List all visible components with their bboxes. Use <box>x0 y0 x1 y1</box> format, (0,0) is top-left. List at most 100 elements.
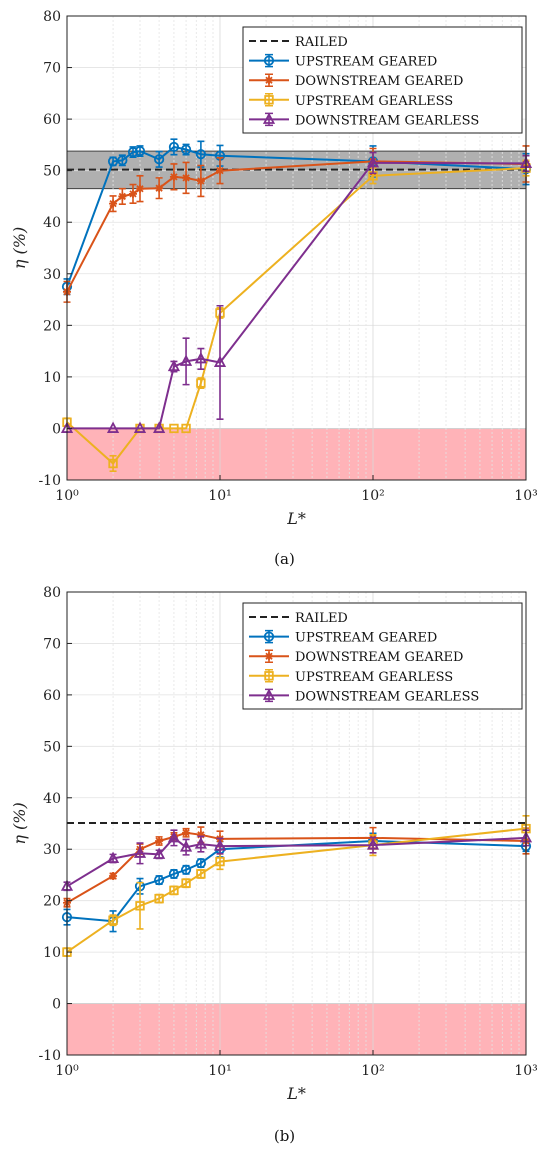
data-point <box>196 869 206 879</box>
data-point <box>169 172 178 181</box>
y-tick-label: 70 <box>43 636 61 652</box>
data-point <box>262 688 276 700</box>
series-line <box>67 161 527 430</box>
legend-item: RAILED <box>249 611 348 626</box>
data-point <box>181 878 191 888</box>
y-tick-label: 30 <box>43 842 61 858</box>
panel-caption: (b) <box>274 1127 295 1145</box>
data-point <box>366 156 380 168</box>
data-point <box>263 631 275 642</box>
data-point <box>134 145 146 157</box>
data-point <box>133 846 147 858</box>
x-tick-label: 10³ <box>514 488 537 504</box>
data-point <box>167 359 181 372</box>
x-tick-label: 10¹ <box>208 488 231 504</box>
legend-item: DOWNSTREAM GEARLESS <box>249 112 479 128</box>
data-point <box>106 421 120 433</box>
data-point <box>167 830 181 843</box>
y-tick-label: 40 <box>43 791 61 807</box>
error-bar <box>155 150 163 168</box>
legend-item: UPSTREAM GEARLESS <box>249 669 453 685</box>
negative-region <box>66 428 527 481</box>
data-point <box>213 839 227 851</box>
data-point <box>154 154 165 165</box>
series-line <box>66 831 527 904</box>
x-tick-label: 10¹ <box>208 1063 231 1079</box>
data-point <box>133 421 147 433</box>
data-point <box>264 671 274 681</box>
data-point <box>195 858 206 869</box>
legend-item: UPSTREAM GEARED <box>249 629 437 646</box>
legend-label: DOWNSTREAM GEARLESS <box>295 689 479 704</box>
data-point <box>153 421 166 433</box>
legend-item: RAILED <box>249 35 348 50</box>
legend: RAILED UPSTREAM GEARED DOWNSTREAM GEARED UP… <box>242 602 523 710</box>
y-axis-label: η (%) <box>10 227 29 269</box>
x-tick-label: 10⁰ <box>55 1063 79 1079</box>
series-downstream-gearless <box>60 829 533 892</box>
data-point <box>154 874 165 886</box>
axes-frame <box>66 15 527 481</box>
data-point <box>136 184 144 193</box>
data-point <box>195 149 206 160</box>
data-point <box>118 192 127 201</box>
data-point <box>127 147 139 158</box>
panel-b: -10 0 10 20 30 40 50 60 70 80 10⁰ 10¹ 10² 10³ L* η (%) R… <box>10 585 538 1145</box>
legend-label: UPSTREAM GEARLESS <box>295 670 453 685</box>
legend-label: DOWNSTREAM GEARLESS <box>295 113 479 128</box>
legend-item: DOWNSTREAM GEARED <box>249 73 463 89</box>
legend-label: DOWNSTREAM GEARED <box>295 74 463 89</box>
data-point <box>196 176 205 185</box>
data-point <box>135 901 145 911</box>
x-axis-label: L* <box>286 1084 306 1103</box>
data-point <box>182 828 191 837</box>
panel-caption: (a) <box>274 550 295 568</box>
data-point <box>168 868 180 880</box>
legend-label: RAILED <box>295 35 348 50</box>
data-point <box>108 915 118 925</box>
legend-box <box>242 602 523 710</box>
y-tick-label: 0 <box>52 421 61 437</box>
data-point <box>179 354 193 366</box>
data-point <box>107 156 119 167</box>
data-point <box>169 423 179 434</box>
data-point <box>265 652 273 661</box>
y-tick-label: 50 <box>43 739 61 755</box>
data-point <box>264 95 274 105</box>
error-bar <box>216 304 224 420</box>
y-tick-label: 20 <box>43 318 61 334</box>
x-axis-label: L* <box>286 509 306 528</box>
y-tick-label: 70 <box>43 61 61 77</box>
error-bar <box>136 881 144 930</box>
legend-item: UPSTREAM GEARED <box>249 53 437 70</box>
data-point <box>194 351 207 364</box>
data-point <box>109 871 118 880</box>
panel-a: -10 0 10 20 30 40 50 60 70 80 10⁰ 10¹ 10² 10³ L* η (%) R… <box>10 9 538 568</box>
legend-label: UPSTREAM GEARLESS <box>295 94 453 109</box>
data-point <box>155 184 164 193</box>
series-line <box>66 827 527 953</box>
data-point <box>153 847 166 859</box>
data-point <box>194 837 207 849</box>
data-point <box>265 76 273 85</box>
data-point <box>196 378 206 388</box>
y-tick-label: 80 <box>43 585 61 601</box>
y-tick-label: 0 <box>52 997 61 1013</box>
data-point <box>180 864 192 875</box>
y-tick-label: 10 <box>43 370 61 386</box>
series-line <box>66 145 527 288</box>
y-tick-label: 40 <box>43 215 61 231</box>
data-point <box>179 840 193 852</box>
y-tick-label: 20 <box>43 894 61 910</box>
data-point <box>128 189 137 198</box>
legend-label: RAILED <box>295 611 348 626</box>
series-downstream-gearless <box>60 151 533 433</box>
data-point <box>106 851 120 863</box>
axes-frame <box>66 591 527 1056</box>
y-tick-label: -10 <box>38 1048 61 1064</box>
negative-region <box>66 1003 527 1056</box>
x-tick-label: 10³ <box>514 1063 537 1079</box>
error-bar <box>170 138 178 156</box>
series-line <box>66 167 527 465</box>
